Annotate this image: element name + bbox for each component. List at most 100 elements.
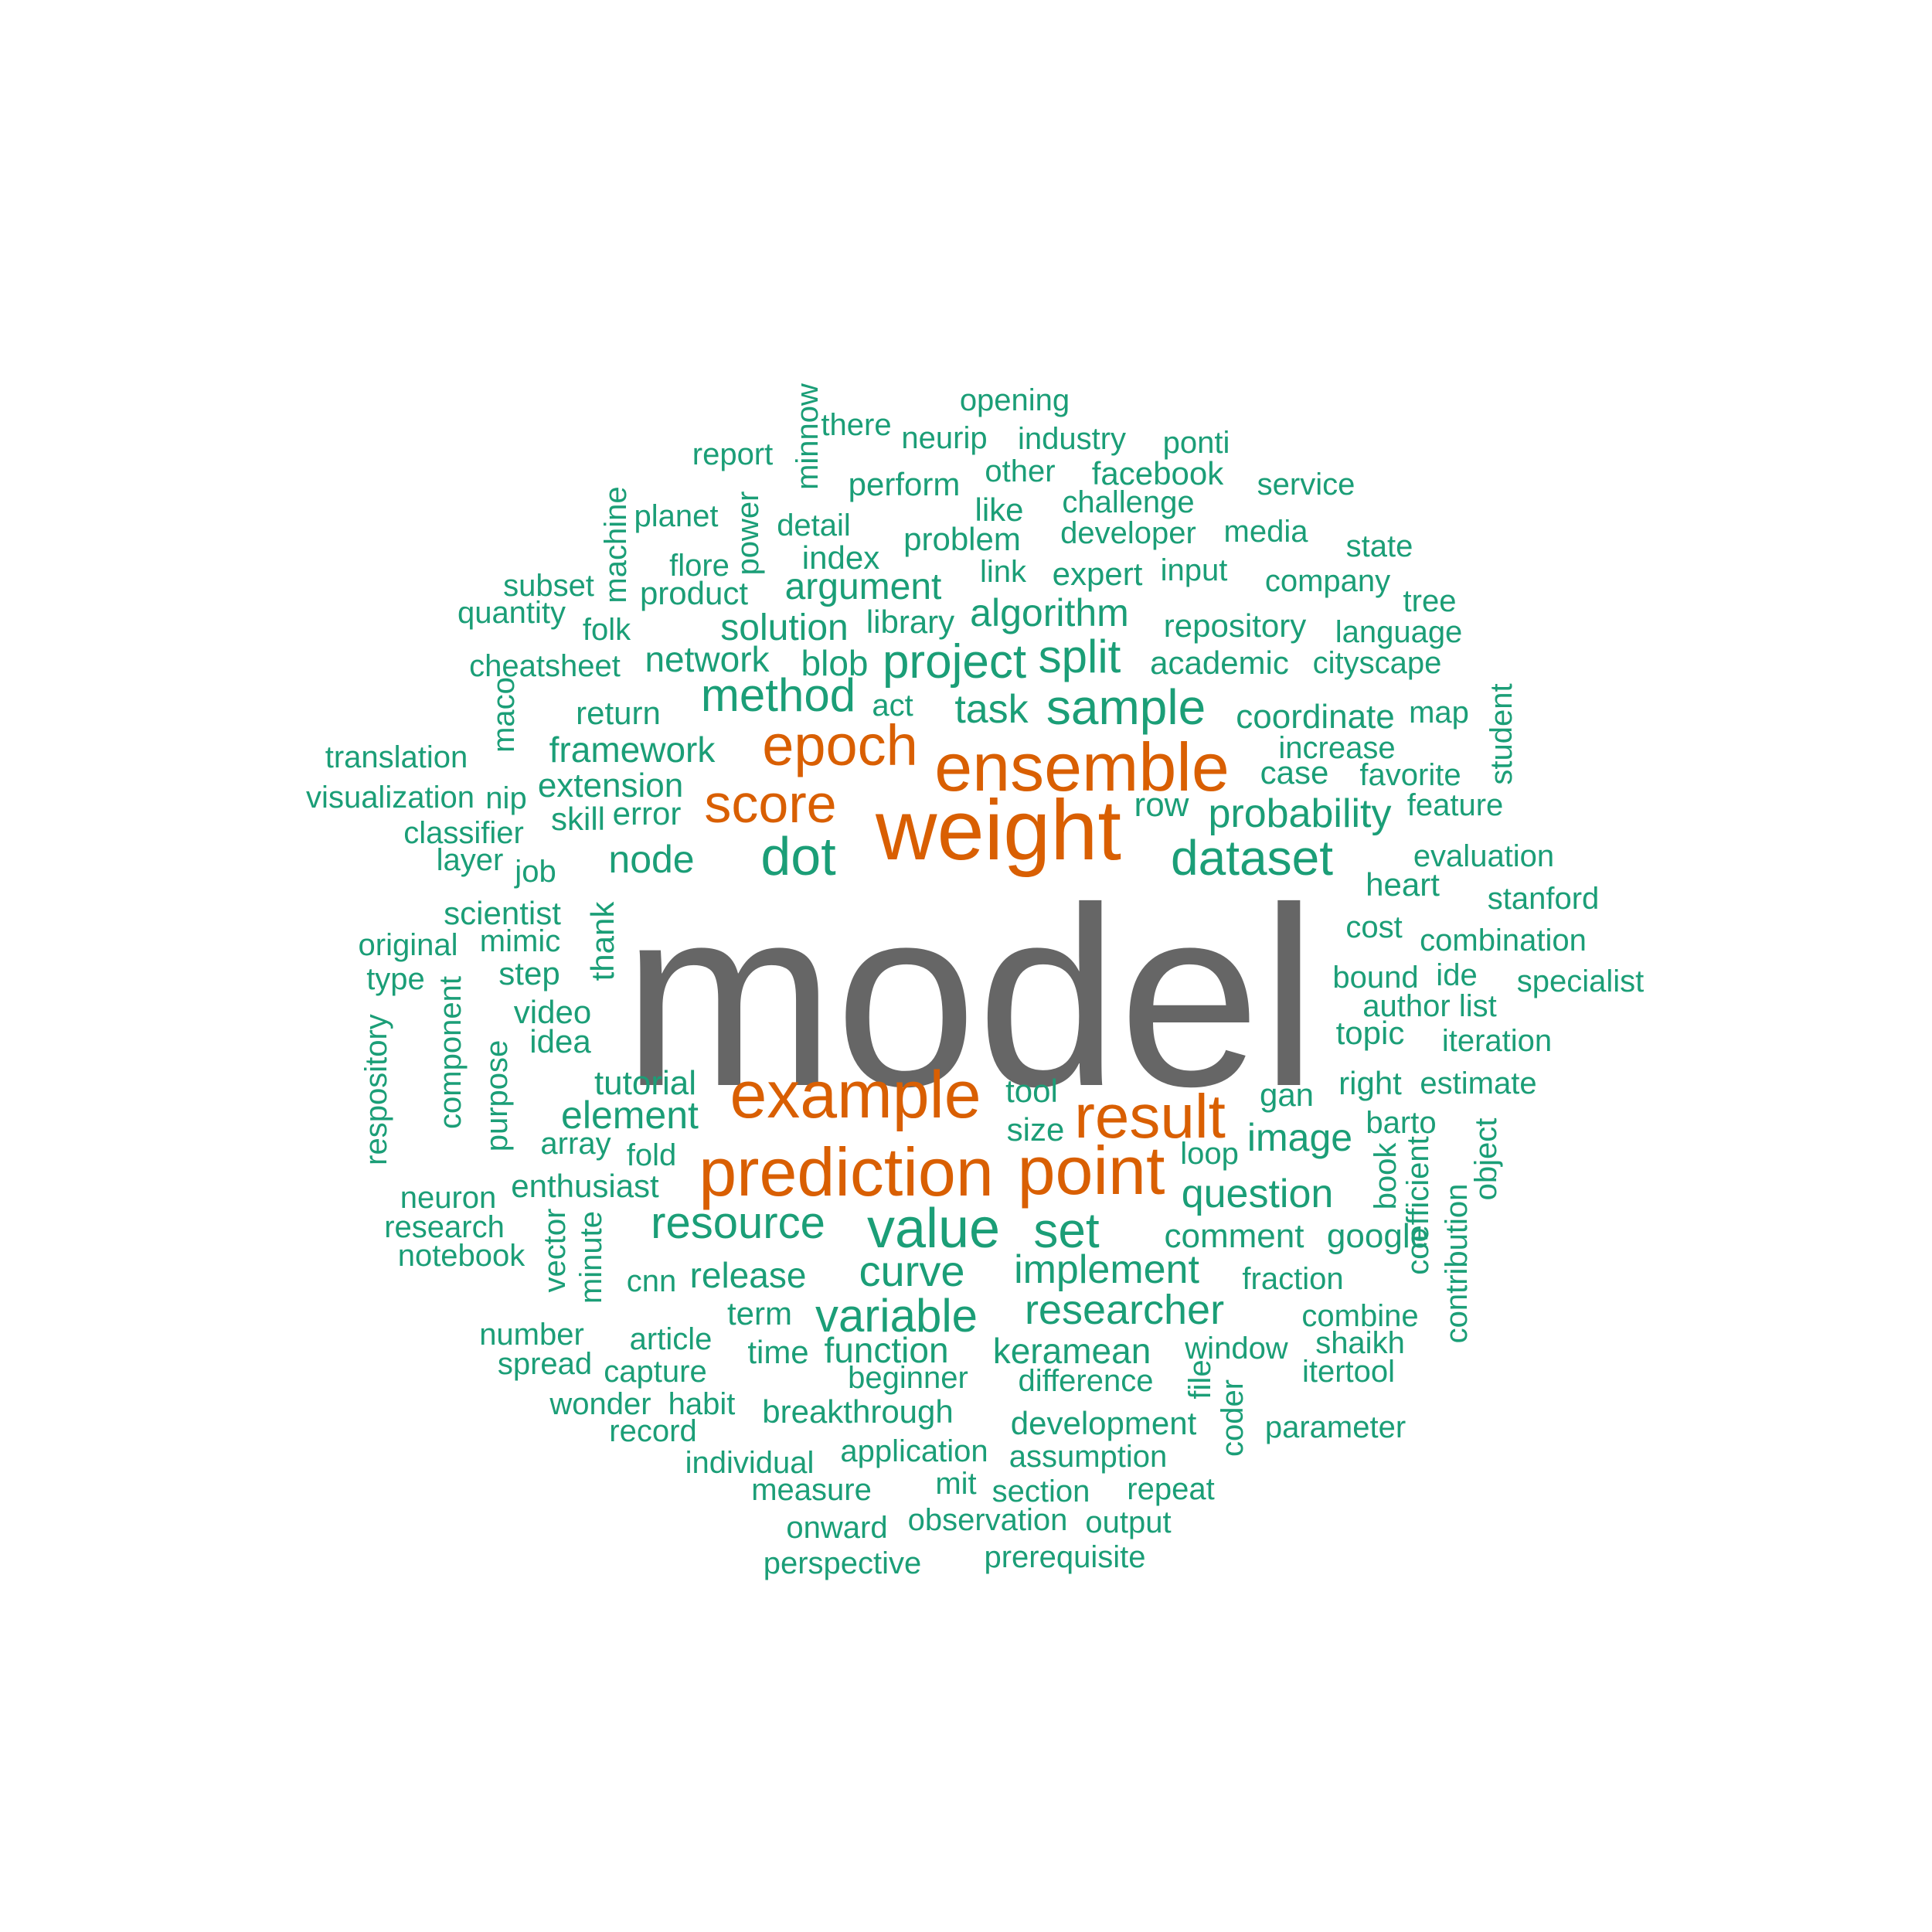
- word-iteration: iteration: [1441, 1024, 1553, 1058]
- word-spread: spread: [497, 1347, 593, 1381]
- word-coder: coder: [1216, 1379, 1250, 1458]
- word-variable: variable: [815, 1290, 978, 1342]
- word-coordinate: coordinate: [1236, 698, 1395, 736]
- word-subset: subset: [503, 569, 594, 603]
- word-ensemble: ensemble: [934, 729, 1230, 805]
- word-split: split: [1038, 631, 1121, 682]
- word-keramean: keramean: [992, 1331, 1151, 1371]
- word-perform: perform: [848, 466, 961, 502]
- word-planet: planet: [634, 499, 719, 533]
- word-question: question: [1181, 1172, 1334, 1216]
- word-loop: loop: [1180, 1137, 1239, 1171]
- word-report: report: [692, 437, 774, 471]
- word-neurip: neurip: [901, 421, 988, 455]
- word-output: output: [1085, 1505, 1172, 1539]
- word-row: row: [1134, 786, 1189, 824]
- word-increase: increase: [1278, 731, 1396, 765]
- word-method: method: [700, 669, 856, 721]
- word-score: score: [704, 774, 837, 834]
- word-book: book: [1369, 1142, 1403, 1210]
- word-solution: solution: [720, 607, 849, 648]
- word-industry: industry: [1017, 422, 1127, 456]
- word-example: example: [730, 1058, 981, 1132]
- word-coefficient: coefficient: [1401, 1136, 1435, 1275]
- word-epoch: epoch: [762, 713, 918, 777]
- word-time: time: [747, 1334, 809, 1370]
- word-researcher: researcher: [1024, 1287, 1225, 1333]
- word-component: component: [434, 976, 468, 1129]
- word-library: library: [866, 604, 955, 640]
- word-wonder: wonder: [549, 1387, 651, 1421]
- word-challenge: challenge: [1062, 485, 1195, 519]
- word-article: article: [629, 1322, 713, 1356]
- word-argument: argument: [784, 566, 942, 607]
- word-barto: barto: [1366, 1106, 1437, 1140]
- word-skill: skill: [551, 801, 605, 837]
- word-thank: thank: [584, 901, 621, 981]
- word-company: company: [1264, 564, 1391, 598]
- word-mimic: mimic: [479, 924, 561, 958]
- word-extension: extension: [537, 767, 684, 804]
- word-development: development: [1010, 1405, 1197, 1441]
- word-classifier: classifier: [403, 816, 524, 850]
- word-respository: respository: [359, 1014, 393, 1165]
- word-capture: capture: [604, 1355, 707, 1389]
- word-cheatsheet: cheatsheet: [469, 649, 621, 683]
- word-node: node: [608, 838, 695, 881]
- word-layer: layer: [436, 843, 504, 877]
- word-result: result: [1074, 1082, 1226, 1151]
- word-service: service: [1257, 468, 1355, 502]
- word-contribution: contribution: [1440, 1183, 1474, 1344]
- word-model: model: [622, 854, 1318, 1139]
- word-link: link: [979, 555, 1027, 589]
- word-enthusiast: enthusiast: [511, 1168, 659, 1204]
- word-point: point: [1017, 1132, 1165, 1209]
- word-implement: implement: [1014, 1247, 1199, 1292]
- word-dataset: dataset: [1171, 830, 1333, 886]
- word-visualization: visualization: [306, 781, 474, 815]
- word-onward: onward: [786, 1511, 888, 1545]
- word-comment: comment: [1164, 1217, 1304, 1255]
- word-google: google: [1326, 1217, 1430, 1255]
- word-act: act: [872, 689, 913, 723]
- word-combination: combination: [1420, 923, 1587, 957]
- word-facebook: facebook: [1091, 455, 1224, 492]
- word-language: language: [1335, 615, 1463, 649]
- word-research: research: [384, 1210, 505, 1244]
- word-other: other: [985, 454, 1056, 488]
- word-prerequisite: prerequisite: [984, 1540, 1146, 1574]
- word-tutorial: tutorial: [594, 1064, 697, 1102]
- word-original: original: [358, 928, 458, 962]
- word-product: product: [639, 575, 749, 611]
- word-like: like: [975, 492, 1024, 528]
- word-value: value: [866, 1198, 1001, 1260]
- word-prediction: prediction: [699, 1134, 994, 1210]
- word-there: there: [821, 408, 892, 442]
- word-habit: habit: [668, 1387, 736, 1421]
- word-fraction: fraction: [1242, 1262, 1344, 1296]
- word-vector: vector: [538, 1208, 572, 1293]
- word-student: student: [1485, 683, 1519, 785]
- word-assumption: assumption: [1009, 1440, 1168, 1474]
- word-probability: probability: [1208, 791, 1392, 836]
- word-flore: flore: [669, 549, 730, 583]
- word-media: media: [1223, 515, 1308, 549]
- word-bound: bound: [1332, 961, 1419, 995]
- word-video: video: [513, 994, 592, 1030]
- word-maco: maco: [487, 677, 521, 753]
- word-minute: minute: [574, 1210, 608, 1304]
- word-window: window: [1185, 1332, 1288, 1366]
- word-shaikh: shaikh: [1315, 1326, 1405, 1360]
- word-feature: feature: [1406, 788, 1504, 822]
- word-machine: machine: [599, 486, 633, 604]
- word-index: index: [801, 539, 880, 576]
- word-ponti: ponti: [1162, 426, 1230, 460]
- word-specialist: specialist: [1516, 964, 1645, 998]
- word-term: term: [727, 1295, 792, 1332]
- word-number: number: [479, 1318, 584, 1352]
- word-observation: observation: [907, 1503, 1068, 1537]
- word-input: input: [1160, 553, 1228, 587]
- word-itertool: itertool: [1301, 1355, 1396, 1389]
- word-stanford: stanford: [1487, 882, 1600, 916]
